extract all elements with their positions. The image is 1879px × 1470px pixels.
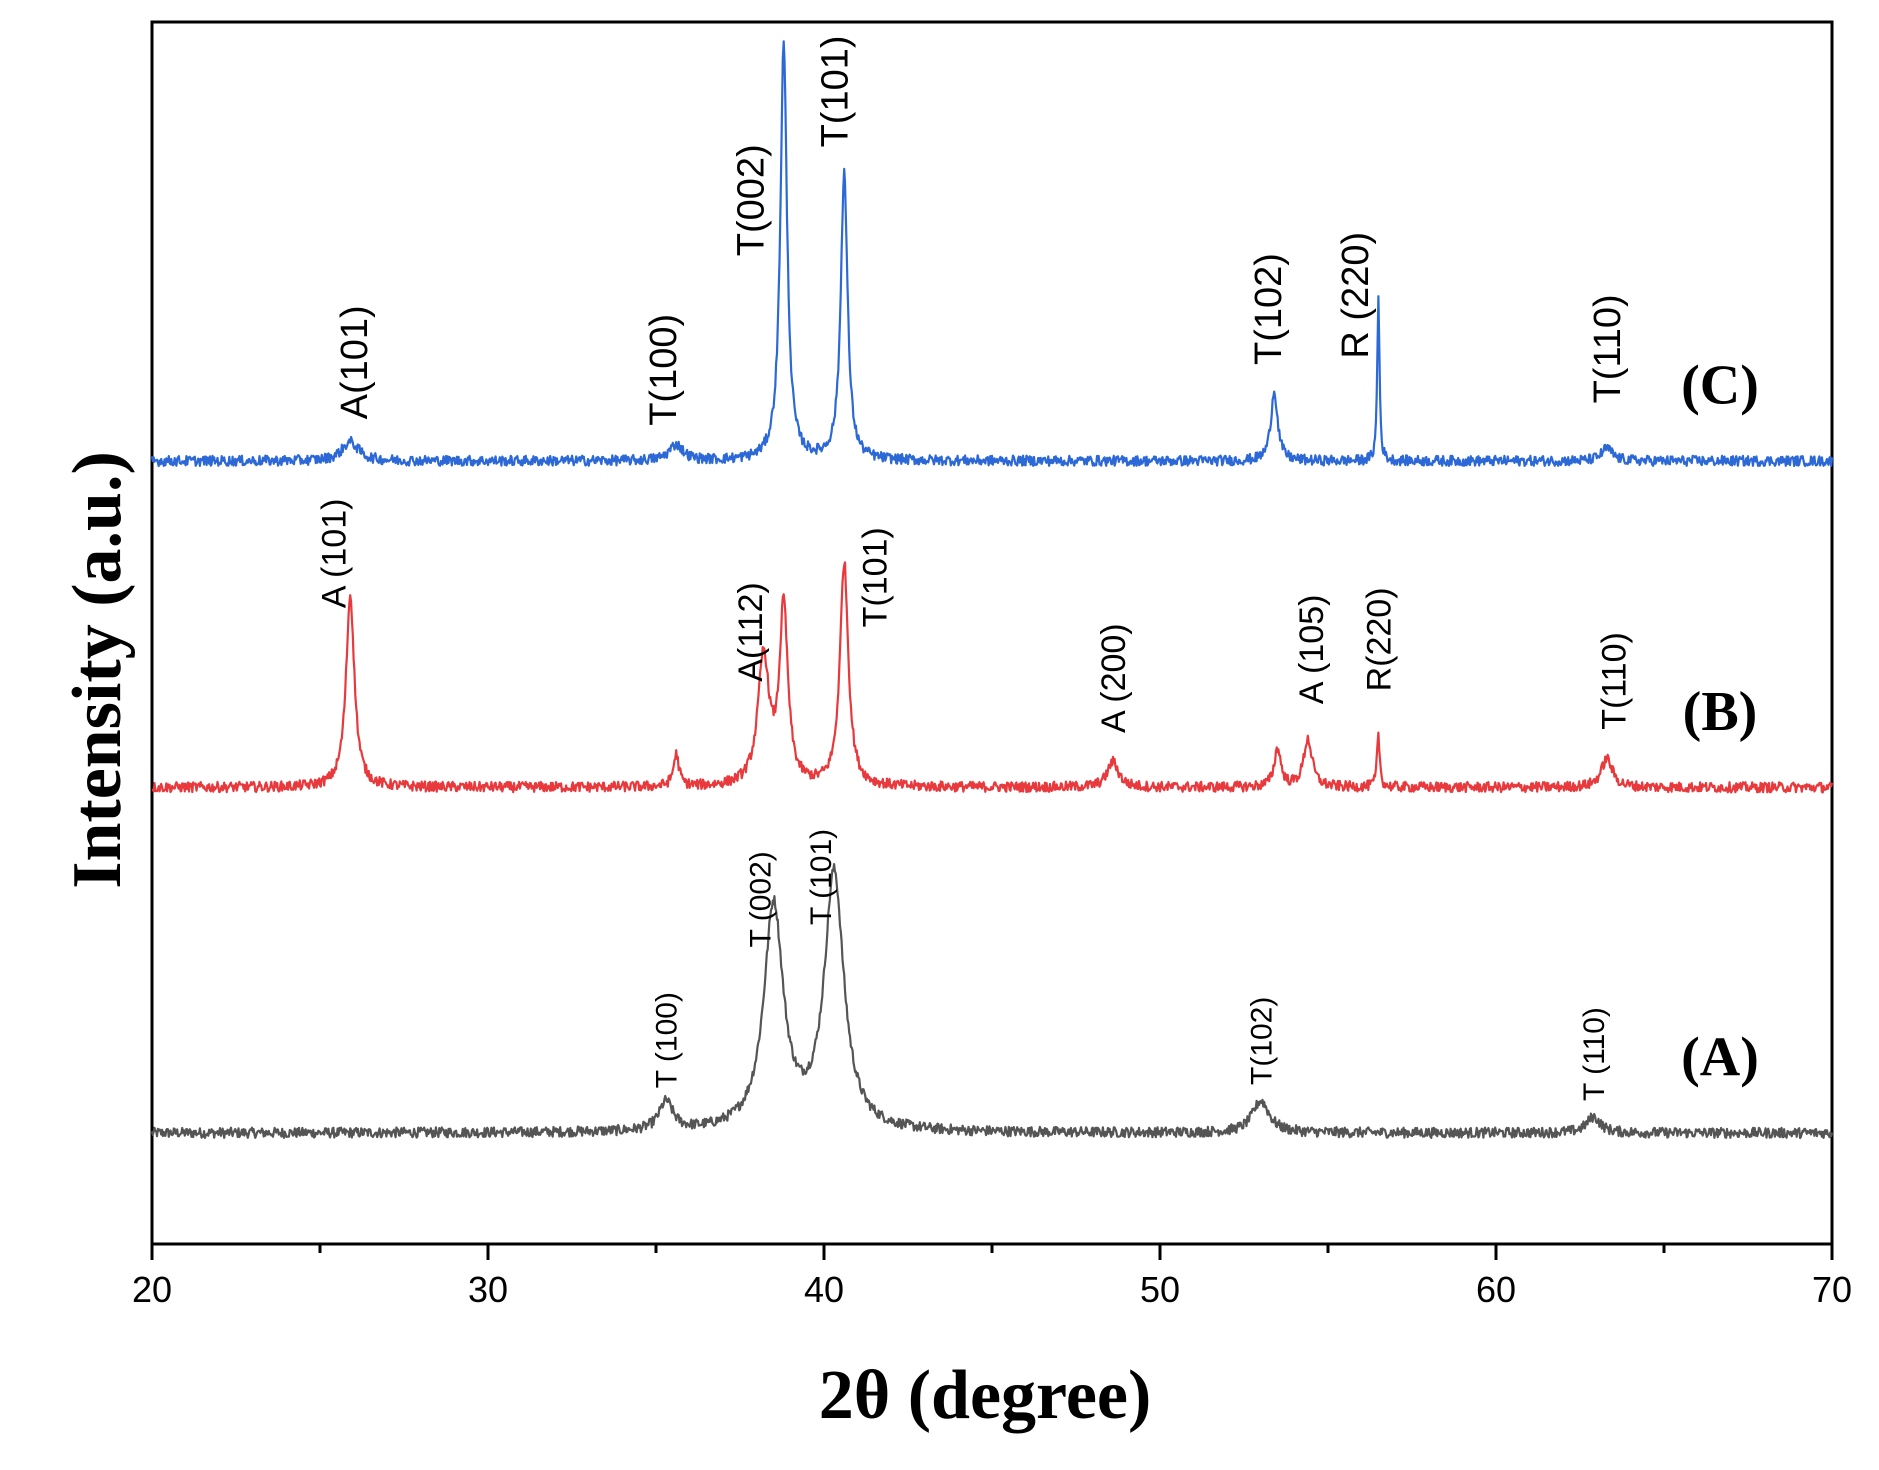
x-axis-ticks: 20 30 40 50 60 70 (132, 1244, 1852, 1310)
peak-label: T(110) (1596, 632, 1634, 730)
series-line-1 (150, 863, 1834, 1140)
series-line-2 (151, 561, 1834, 794)
peak-label: T (100) (651, 992, 684, 1088)
peak-label: T(102) (1248, 253, 1290, 365)
x-axis-title: 2θ (degree) (819, 1357, 1152, 1434)
series-labels: (A) (B) (C) (1681, 354, 1759, 1088)
peak-label: A (101) (315, 499, 353, 609)
peak-label: T (101) (805, 829, 838, 925)
x-tick-label: 40 (804, 1269, 844, 1310)
peak-label: R(220) (1360, 587, 1398, 691)
peak-label: A(112) (732, 582, 770, 682)
y-axis-title: Intensity (a.u.) (59, 451, 136, 889)
peak-label: R (220) (1335, 232, 1377, 359)
peak-label: T (002) (745, 851, 778, 947)
peak-label: T(110) (1587, 294, 1629, 403)
peak-label: T(101) (856, 527, 894, 627)
x-tick-label: 60 (1476, 1269, 1516, 1310)
peak-label: A (200) (1095, 623, 1133, 733)
peak-label: A (105) (1293, 595, 1331, 705)
series-name-label: (A) (1681, 1026, 1759, 1088)
peak-label: T (110) (1578, 1007, 1611, 1101)
x-tick-label: 30 (468, 1269, 508, 1310)
x-tick-label: 70 (1812, 1269, 1852, 1310)
peak-label: A(101) (334, 305, 376, 419)
series-name-label: (B) (1683, 681, 1758, 743)
series-name-label: (C) (1681, 354, 1759, 416)
x-tick-label: 50 (1140, 1269, 1180, 1310)
peak-labels: T (100) T (002) T (101) T(102) T (110) A (101… (315, 35, 1633, 1101)
peak-label: T(102) (1245, 997, 1278, 1085)
peak-label: T(002) (730, 144, 772, 256)
peak-label: T(100) (643, 314, 685, 426)
x-tick-label: 20 (132, 1269, 172, 1310)
peak-label: T(101) (814, 35, 856, 147)
series-line-3 (150, 40, 1834, 468)
series-lines (150, 40, 1834, 1140)
